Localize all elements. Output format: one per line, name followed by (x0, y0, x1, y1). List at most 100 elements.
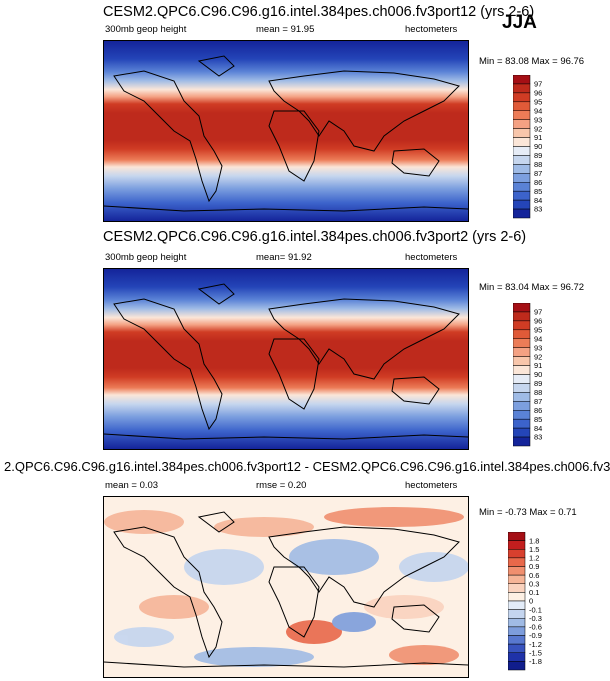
colorbar-tick-label: 84 (534, 424, 542, 433)
colorbar-swatch (513, 173, 531, 183)
colorbar-tick-label: 90 (534, 370, 542, 379)
panel2-colorbar: 97 96 95 94 93 92 91 90 89 88 87 86 85 84 83 (513, 303, 573, 448)
colorbar-tick-label: 93 (534, 115, 542, 124)
colorbar-tick-label: 94 (534, 334, 542, 343)
colorbar-swatch (513, 110, 531, 120)
colorbar-swatch (513, 392, 531, 402)
colorbar-tick-label: 90 (534, 142, 542, 151)
colorbar-swatch (513, 383, 531, 393)
colorbar-swatch (513, 190, 531, 201)
colorbar-tick-label: 83 (534, 205, 542, 214)
colorbar-swatch (513, 365, 531, 375)
colorbar-tick-label: 89 (534, 151, 542, 160)
colorbar-swatch (513, 338, 531, 348)
colorbar-swatch (513, 208, 531, 219)
colorbar-tick-label: -1.5 (529, 648, 542, 657)
panel3-mean: mean = 0.03 (105, 480, 159, 491)
colorbar-swatch (508, 557, 526, 567)
panel2-mean: mean= 91.92 (256, 252, 312, 263)
colorbar-tick-label: 91 (534, 133, 542, 142)
colorbar-swatch (513, 320, 531, 331)
panel1-map (103, 40, 469, 222)
colorbar-tick-label: 1.2 (529, 554, 539, 563)
colorbar-tick-label: 0 (529, 597, 533, 606)
colorbar-swatch (508, 635, 526, 645)
panel2-units: hectometers (405, 252, 458, 263)
colorbar-swatch (508, 583, 526, 593)
season-label: JJA (502, 12, 537, 33)
panel3-title: 2.QPC6.C96.C96.g16.intel.384pes.ch006.fv… (4, 459, 610, 474)
colorbar-swatch (513, 101, 531, 111)
colorbar-swatch (508, 652, 526, 662)
colorbar-swatch (513, 311, 531, 322)
colorbar-tick-label: -0.3 (529, 614, 542, 623)
colorbar-tick-label: 0.9 (529, 562, 539, 571)
colorbar-tick-label: 87 (534, 169, 542, 178)
colorbar-tick-label: 0.1 (529, 588, 539, 597)
colorbar-tick-label: -0.9 (529, 631, 542, 640)
colorbar-swatch (508, 618, 526, 628)
colorbar-tick-label: -0.1 (529, 605, 542, 614)
colorbar-swatch (513, 356, 531, 366)
colorbar-tick-label: 1.5 (529, 545, 539, 554)
colorbar-tick-label: 96 (534, 317, 542, 326)
panel3-rmse: rmse = 0.20 (256, 480, 307, 491)
panel2-variable: 300mb geop height (105, 252, 187, 263)
panel2-minmax: Min = 83.04 Max = 96.72 (479, 282, 585, 293)
colorbar-swatch (513, 329, 531, 339)
colorbar-tick-label: 94 (534, 106, 542, 115)
colorbar-swatch (513, 410, 531, 420)
panel2-map (103, 268, 469, 450)
colorbar-swatch (508, 540, 526, 550)
colorbar-tick-label: -1.2 (529, 640, 542, 649)
colorbar-swatch (513, 128, 531, 138)
colorbar-swatch (508, 574, 526, 584)
colorbar-swatch (508, 643, 526, 653)
panel1-units: hectometers (405, 24, 458, 35)
panel1-mean: mean = 91.95 (256, 24, 315, 35)
colorbar-swatch (513, 182, 531, 192)
colorbar-tick-label: 84 (534, 196, 542, 205)
panel1-variable: 300mb geop height (105, 24, 187, 35)
colorbar-tick-label: 93 (534, 343, 542, 352)
panel3-colorbar: 1.8 1.5 1.2 0.9 0.6 0.3 0.1 0 -0.1 -0.3 -0.6 -0.9 -1… (508, 532, 578, 672)
colorbar-swatch (513, 199, 531, 210)
panel3-map (103, 496, 469, 678)
colorbar-tick-label: 96 (534, 89, 542, 98)
colorbar-tick-label: 86 (534, 178, 542, 187)
colorbar-swatch (508, 532, 526, 541)
colorbar-tick-label: 0.3 (529, 579, 539, 588)
colorbar-tick-label: 88 (534, 388, 542, 397)
colorbar-swatch (513, 146, 531, 156)
colorbar-swatch (513, 401, 531, 411)
colorbar-swatch (513, 137, 531, 147)
colorbar-tick-label: 89 (534, 379, 542, 388)
colorbar-swatch (513, 155, 531, 165)
colorbar-swatch (508, 609, 526, 619)
colorbar-swatch (508, 549, 526, 559)
colorbar-swatch (508, 661, 526, 671)
colorbar-tick-label: 1.8 (529, 536, 539, 545)
colorbar-tick-label: 85 (534, 415, 542, 424)
colorbar-tick-label: 97 (534, 80, 542, 89)
colorbar-tick-label: 95 (534, 97, 542, 106)
colorbar-swatch (508, 592, 526, 602)
colorbar-swatch (508, 566, 526, 576)
panel1-title: CESM2.QPC6.C96.C96.g16.intel.384pes.ch00… (103, 4, 535, 20)
colorbar-swatch (508, 600, 526, 610)
colorbar-swatch (513, 427, 531, 438)
panel1-minmax: Min = 83.08 Max = 96.76 (479, 56, 585, 67)
colorbar-swatch (513, 347, 531, 357)
colorbar-tick-label: 0.6 (529, 571, 539, 580)
colorbar-swatch (513, 418, 531, 429)
colorbar-tick-label: 92 (534, 124, 542, 133)
colorbar-tick-label: 97 (534, 308, 542, 317)
colorbar-tick-label: 91 (534, 361, 542, 370)
colorbar-swatch (513, 164, 531, 174)
colorbar-swatch (513, 303, 531, 313)
colorbar-swatch (513, 374, 531, 384)
colorbar-tick-label: 92 (534, 352, 542, 361)
colorbar-swatch (513, 75, 531, 85)
colorbar-tick-label: 88 (534, 160, 542, 169)
colorbar-swatch (513, 92, 531, 103)
